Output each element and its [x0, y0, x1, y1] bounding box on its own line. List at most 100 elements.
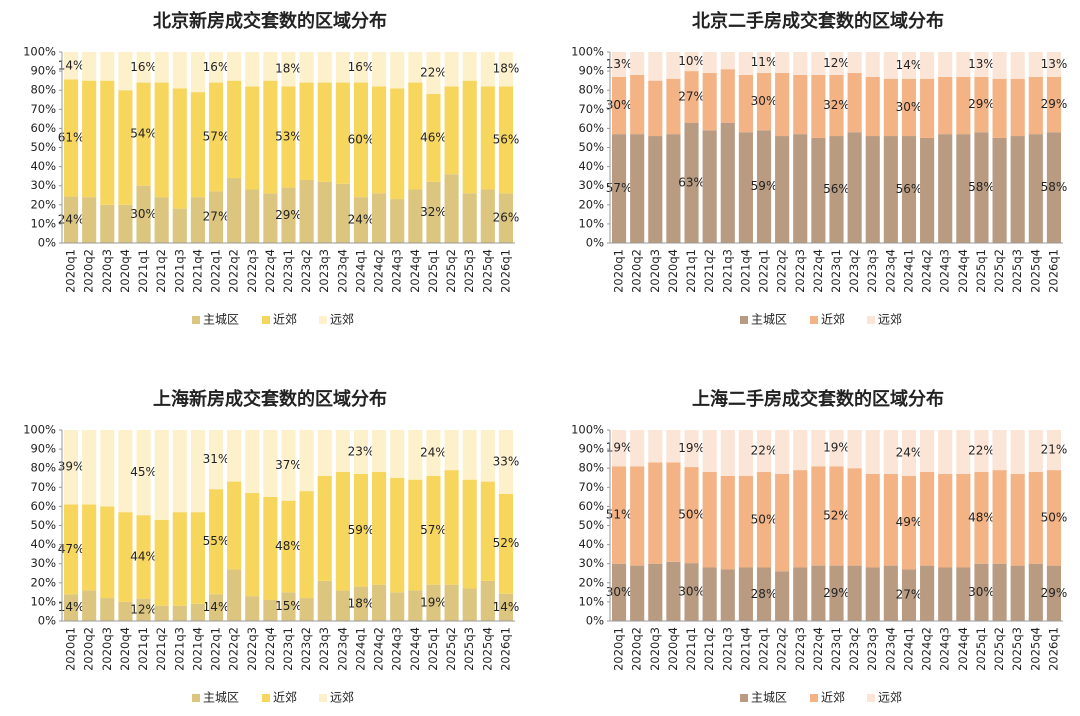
bar-segment: [208, 82, 224, 192]
bar-segment: [245, 596, 260, 621]
y-tick-label: 40%: [30, 537, 56, 551]
data-label: 19%: [678, 441, 705, 455]
data-label: 16%: [348, 60, 375, 74]
bar-segment: [317, 181, 332, 243]
bar-segment: [118, 512, 133, 602]
bar-segment: [63, 430, 79, 505]
bar-segment: [100, 52, 115, 81]
data-label: 18%: [493, 62, 520, 76]
data-label: 27%: [896, 588, 923, 602]
bar-segment: [426, 430, 441, 476]
bar-segment: [426, 584, 441, 621]
bar-segment: [353, 82, 369, 198]
bar-segment: [263, 496, 278, 600]
data-label: 54%: [130, 127, 157, 141]
bar-segment: [974, 472, 989, 564]
bar-segment: [408, 430, 423, 480]
bar-segment: [956, 473, 971, 568]
bar-segment: [901, 430, 917, 476]
bar-segment: [956, 52, 971, 77]
bar-segment: [756, 430, 772, 473]
x-tick-label: 2023q4: [335, 249, 349, 293]
y-tick-label: 90%: [30, 64, 56, 78]
bar-segment: [611, 563, 627, 621]
bar-segment: [227, 178, 242, 243]
bar-segment: [190, 430, 205, 513]
y-tick-label: 0%: [586, 614, 604, 628]
x-tick-label: 2024q3: [938, 627, 952, 671]
chart-panel: 北京新房成交套数的区域分布 0% 10% 20% 30% 40% 50% 60% 70% 80% 9…: [23, 10, 519, 327]
bar-segment: [702, 430, 717, 473]
x-tick-label: 2020q1: [64, 249, 78, 293]
bar-segment: [974, 430, 989, 473]
x-tick-label: 2024q1: [901, 627, 915, 671]
bar-segment: [118, 430, 133, 513]
data-label: 23%: [348, 444, 375, 458]
x-tick-label: 2025q4: [480, 627, 494, 671]
bar-segment: [372, 86, 387, 194]
legend-label: 远郊: [878, 691, 902, 705]
data-label: 61%: [58, 131, 85, 145]
x-tick-label: 2025q4: [1028, 627, 1042, 671]
bar-segment: [648, 430, 663, 463]
x-tick-label: 2022q3: [793, 249, 807, 293]
bar-segment: [702, 52, 717, 74]
y-tick-label: 50%: [578, 140, 604, 154]
bar-segment: [408, 479, 423, 591]
x-tick-label: 2021q3: [172, 249, 186, 293]
bar-segment: [1010, 565, 1025, 621]
x-tick-label: 2020q4: [118, 627, 132, 671]
bar-segment: [444, 430, 459, 471]
bar-segment: [227, 52, 242, 81]
bar-segment: [775, 571, 790, 621]
bar-segment: [172, 605, 187, 621]
x-tick-label: 2025q4: [1028, 249, 1042, 293]
y-tick-label: 70%: [578, 102, 604, 116]
y-tick-label: 50%: [578, 518, 604, 532]
bar-segment: [390, 199, 405, 243]
bar-segment: [630, 52, 645, 75]
bar-segment: [720, 52, 735, 70]
data-label: 29%: [275, 208, 302, 222]
bar-segment: [353, 197, 369, 243]
y-tick-label: 90%: [578, 64, 604, 78]
bar-segment: [136, 598, 151, 621]
bar-segment: [648, 462, 663, 564]
bar-segment: [684, 563, 699, 621]
bar-segment: [190, 52, 205, 93]
bar-segment: [408, 189, 423, 243]
x-tick-label: 2023q1: [829, 249, 843, 293]
y-tick-label: 60%: [30, 499, 56, 513]
bar-segment: [847, 52, 862, 74]
bar-segment: [720, 122, 735, 243]
bar-segment: [390, 88, 405, 200]
chart-title: 上海新房成交套数的区域分布: [153, 388, 387, 410]
data-label: 49%: [896, 515, 923, 529]
x-tick-label: 2026q1: [1046, 249, 1060, 293]
bar-segment: [281, 52, 296, 87]
bar-segment: [82, 430, 97, 505]
bar-segment: [775, 430, 790, 474]
bar-segment: [684, 71, 699, 123]
bar-segment: [1010, 136, 1025, 243]
x-tick-label: 2023q2: [847, 627, 861, 671]
bar-segment: [462, 52, 477, 81]
y-tick-label: 30%: [578, 556, 604, 570]
bar-segment: [974, 76, 989, 133]
x-tick-label: 2022q1: [209, 249, 223, 293]
bar-segment: [299, 82, 314, 180]
bar-segment: [281, 592, 296, 621]
bar-segment: [281, 500, 296, 593]
bar-segment: [317, 580, 332, 621]
data-label: 30%: [968, 585, 995, 599]
bar-segment: [793, 430, 808, 471]
chart-panel: 上海二手房成交套数的区域分布0%10%20%30%40%50%60%70%80%…: [571, 388, 1067, 705]
bar-segment: [154, 519, 169, 606]
x-tick-label: 2022q4: [811, 249, 825, 293]
data-label: 48%: [275, 539, 302, 553]
y-tick-label: 20%: [30, 197, 56, 211]
x-tick-label: 2020q3: [648, 627, 662, 671]
bar-segment: [829, 565, 844, 621]
y-tick-label: 100%: [23, 423, 56, 437]
x-tick-label: 2024q3: [938, 249, 952, 293]
